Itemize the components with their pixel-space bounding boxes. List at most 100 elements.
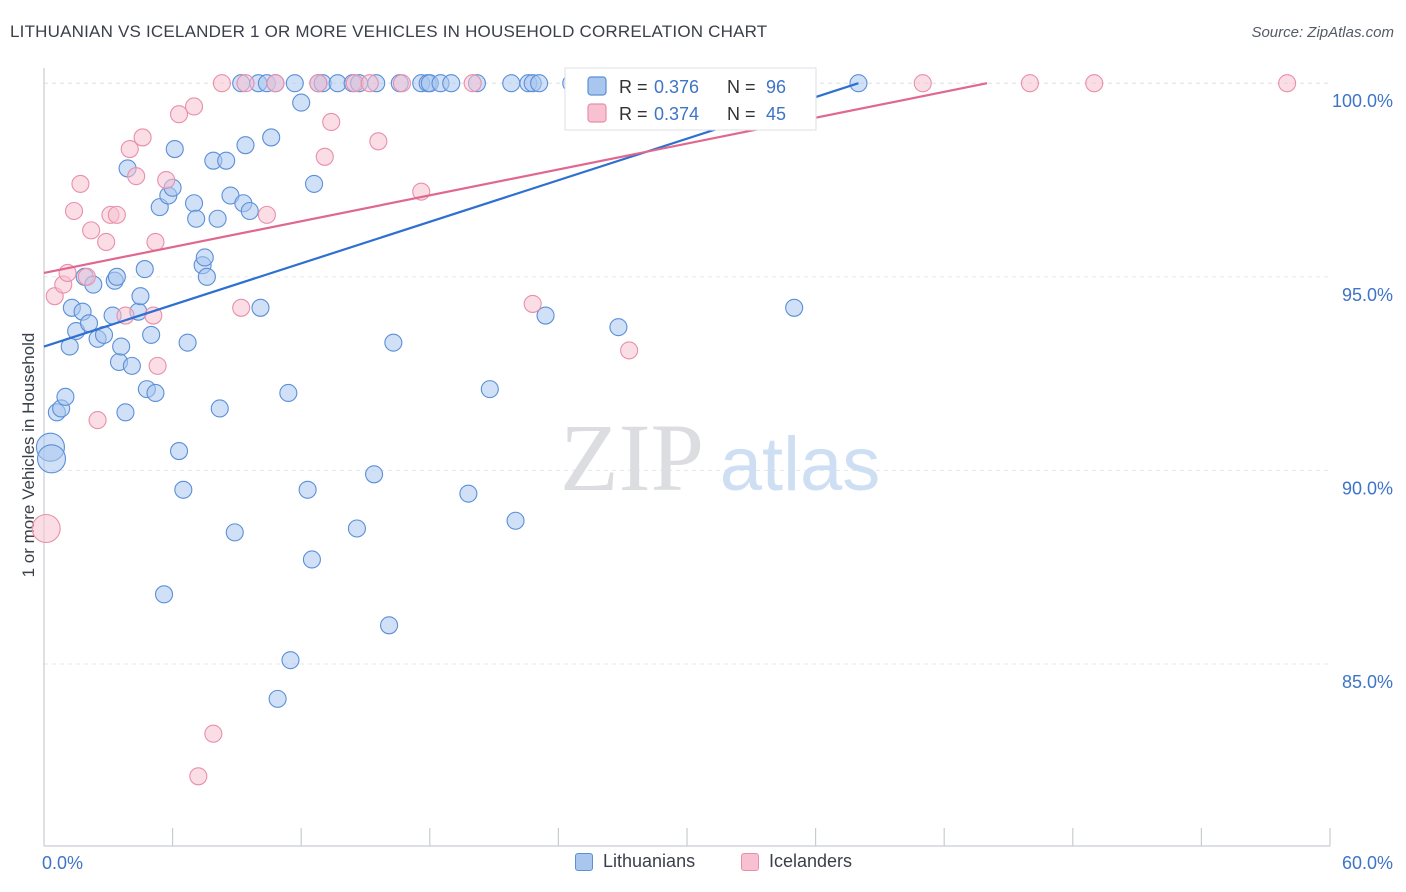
- legend-n-label-1: N =: [727, 77, 756, 97]
- lithuanians-point: [169, 442, 189, 461]
- icelanders-point: [236, 74, 255, 93]
- lithuanians-point: [208, 209, 227, 228]
- icelanders-point: [189, 767, 208, 786]
- legend-item-lithuanians[interactable]: Lithuanians: [575, 851, 695, 872]
- watermark-zip: ZIP: [560, 404, 704, 511]
- lithuanians-point: [195, 248, 214, 267]
- lithuanians-point: [165, 140, 184, 159]
- icelanders-point: [1020, 74, 1039, 93]
- lithuanians-point: [506, 511, 525, 530]
- grid-layer: [44, 82, 1330, 665]
- lithuanians-point: [298, 480, 317, 499]
- lithuanians-point: [112, 337, 131, 356]
- lithuanians-point: [236, 136, 255, 155]
- chart-title: LITHUANIAN VS ICELANDER 1 OR MORE VEHICL…: [10, 22, 768, 41]
- icelanders-legend-label: Icelanders: [769, 851, 853, 871]
- lithuanians-point: [281, 651, 300, 670]
- icelanders-point: [146, 232, 165, 252]
- legend-n-value-2: 45: [766, 104, 786, 124]
- icelanders-point: [88, 411, 107, 430]
- lithuanians-point: [116, 403, 135, 422]
- lithuanians-point: [459, 484, 478, 503]
- points-layer: [31, 74, 1297, 786]
- legend-item-icelanders[interactable]: Icelanders: [741, 851, 852, 872]
- y-tick-label: 90.0%: [1342, 478, 1393, 498]
- icelanders-point: [120, 140, 139, 159]
- watermark-atlas: atlas: [720, 422, 881, 507]
- lithuanians-point: [174, 480, 193, 499]
- icelanders-point: [31, 513, 61, 544]
- lithuanians-point: [380, 616, 399, 635]
- legend-r-label-2: R =: [619, 104, 648, 124]
- lithuanians-point: [56, 387, 75, 406]
- lithuanians-point: [178, 333, 197, 352]
- icelanders-point: [71, 174, 90, 193]
- series-legend: Lithuanians Icelanders: [0, 851, 1406, 879]
- lithuanians-point: [146, 383, 165, 403]
- icelanders-point: [97, 232, 116, 252]
- legend-r-value-1: 0.376: [654, 77, 699, 97]
- lithuanians-point: [480, 380, 499, 399]
- icelanders-point: [345, 74, 364, 93]
- icelanders-point: [64, 201, 84, 221]
- icelanders-point: [77, 267, 96, 286]
- lithuanians-point: [262, 128, 281, 147]
- lithuanians-point: [36, 444, 67, 474]
- icelanders-point: [232, 298, 251, 317]
- lithuanians-point: [122, 356, 141, 375]
- lithuanians-point: [536, 306, 555, 325]
- icelanders-point: [1278, 74, 1297, 93]
- legend-swatch-lithuanians: [587, 76, 607, 96]
- lithuanians-point: [210, 399, 229, 418]
- lithuanians-legend-label: Lithuanians: [603, 851, 696, 871]
- icelanders-point: [322, 112, 341, 132]
- icelanders-point: [360, 74, 379, 93]
- lithuanians-point: [347, 519, 366, 538]
- legend-swatch-icelanders: [587, 103, 607, 123]
- y-tick-label: 95.0%: [1342, 285, 1393, 305]
- lithuanians-point: [251, 298, 270, 317]
- legend-n-label-2: N =: [727, 104, 756, 124]
- lithuanians-point: [285, 74, 304, 93]
- lithuanians-point: [217, 151, 236, 170]
- icelanders-point: [266, 74, 285, 93]
- icelanders-point: [212, 74, 231, 93]
- y-tick-label: 85.0%: [1342, 672, 1393, 692]
- lithuanians-point: [154, 585, 174, 604]
- icelanders-point: [204, 724, 223, 743]
- lithuanians-point: [135, 260, 154, 279]
- icelanders-trend-line: [43, 82, 988, 275]
- lithuanians-point: [305, 174, 324, 193]
- icelanders-point: [184, 97, 204, 116]
- lithuanians-point: [240, 201, 259, 221]
- icelanders-point: [523, 294, 542, 313]
- icelanders-point: [369, 132, 388, 151]
- legend-n-value-1: 96: [766, 77, 786, 97]
- icelanders-point: [82, 221, 101, 240]
- lithuanians-point: [197, 267, 216, 286]
- lithuanians-point: [302, 550, 321, 569]
- lithuanians-point: [328, 74, 347, 93]
- trend-layer: [43, 82, 988, 348]
- legend-r-value-2: 0.374: [654, 104, 699, 124]
- icelanders-point: [315, 147, 334, 166]
- icelanders-point: [148, 356, 167, 375]
- x-tick-label-max: 60.0%: [1342, 853, 1393, 873]
- icelanders-point: [620, 341, 639, 360]
- lithuanians-point: [292, 93, 311, 112]
- lithuanians-point: [184, 194, 204, 213]
- icelanders-point: [1085, 74, 1104, 93]
- lithuanians-point: [187, 209, 206, 228]
- icelanders-point: [309, 74, 328, 93]
- legend-r-label-1: R =: [619, 77, 648, 97]
- lithuanians-point: [268, 689, 287, 708]
- icelanders-point: [913, 74, 932, 93]
- lithuanians-point: [530, 74, 549, 93]
- lithuanians-point: [142, 325, 161, 344]
- lithuanians-point: [107, 267, 126, 286]
- icelanders-point: [144, 306, 163, 325]
- icelanders-point: [157, 170, 176, 190]
- icelanders-point: [392, 74, 411, 93]
- lithuanians-point: [502, 74, 521, 93]
